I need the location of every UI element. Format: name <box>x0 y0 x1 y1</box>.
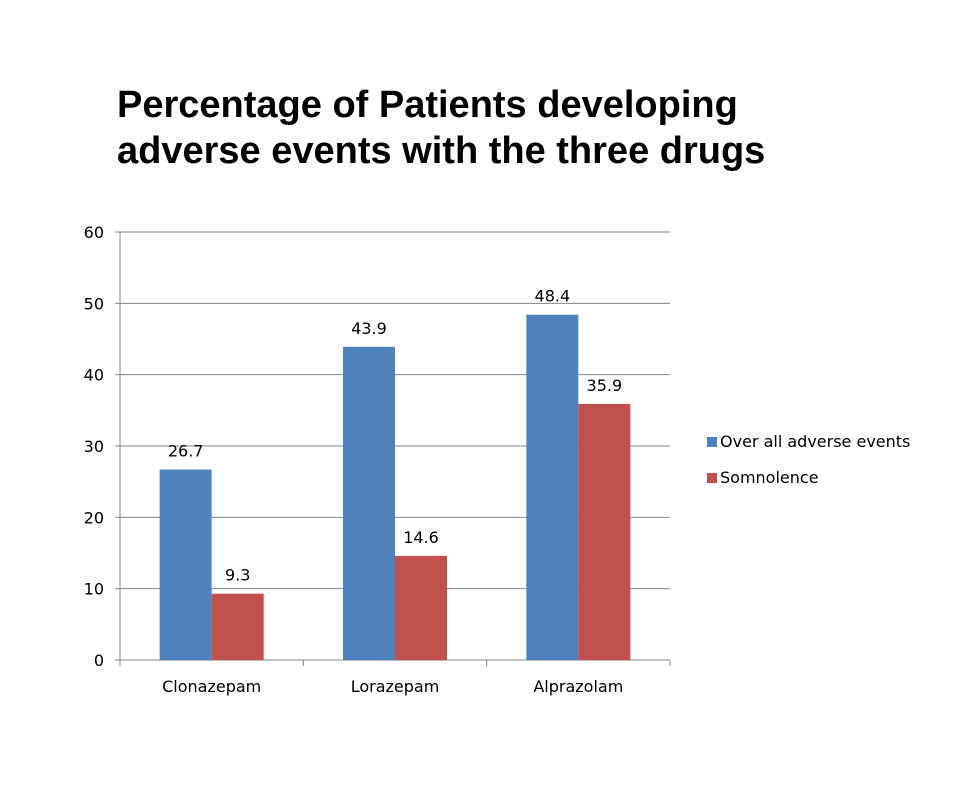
legend-swatch <box>707 473 717 483</box>
chart-title-line-1: Percentage of Patients developing <box>117 84 738 126</box>
legend-swatch <box>707 437 717 447</box>
y-tick-label: 0 <box>94 651 104 670</box>
y-tick-label: 30 <box>84 437 104 456</box>
data-label: 48.4 <box>535 287 571 306</box>
bar <box>395 555 447 660</box>
data-label: 43.9 <box>351 319 387 338</box>
x-tick-label: Clonazepam <box>162 677 261 696</box>
chart-title-line-2: adverse events with the three drugs <box>117 130 766 172</box>
data-label: 26.7 <box>168 442 204 461</box>
bar <box>211 593 264 660</box>
x-tick-label: Alprazolam <box>533 677 623 696</box>
y-tick-label: 50 <box>84 294 104 313</box>
y-tick-label: 40 <box>84 366 104 385</box>
bar <box>526 314 579 660</box>
data-label: 14.6 <box>403 528 439 547</box>
bar <box>159 469 212 660</box>
data-label: 9.3 <box>225 566 250 585</box>
x-tick-label: Lorazepam <box>351 677 440 696</box>
legend-label: Somnolence <box>720 468 819 487</box>
y-tick-label: 20 <box>84 508 104 527</box>
y-tick-label: 60 <box>84 223 104 242</box>
chart-title: Percentage of Patients developing advers… <box>117 82 877 174</box>
legend-label: Over all adverse events <box>720 432 910 451</box>
bar <box>578 403 631 660</box>
bar <box>343 346 395 660</box>
y-tick-label: 10 <box>84 580 104 599</box>
data-label: 35.9 <box>587 376 623 395</box>
